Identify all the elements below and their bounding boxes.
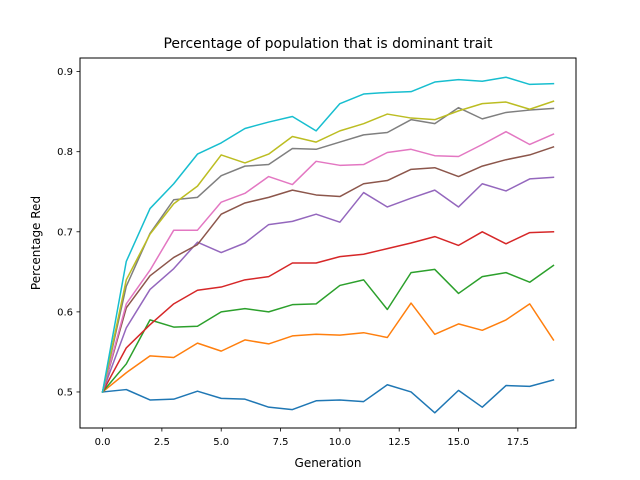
series-line-5 [101,176,555,393]
x-tick-label: 7.5 [273,437,289,448]
series-line-2 [101,302,555,394]
plot-frame [79,57,577,429]
series-line-1 [101,379,555,414]
x-tick-label: 12.5 [388,437,410,448]
y-axis: 0.5 0.6 0.7 0.8 0.9 [57,67,80,398]
y-tick-label: 0.9 [57,67,73,78]
x-tick-label: 2.5 [154,437,170,448]
series-line-6 [101,145,555,393]
y-tick-label: 0.5 [57,387,73,398]
series-line-9 [101,100,555,393]
y-tick-label: 0.8 [57,147,73,158]
x-tick-label: 5.0 [213,437,229,448]
y-axis-label: Percentage Red [29,196,43,290]
x-tick-label: 15.0 [447,437,469,448]
series-group [101,76,555,414]
x-tick-label: 0.0 [95,437,111,448]
chart-title: Percentage of population that is dominan… [163,36,493,52]
series-line-4 [101,231,555,393]
x-tick-label: 10.0 [329,437,351,448]
y-tick-label: 0.7 [57,227,73,238]
y-tick-label: 0.6 [57,307,73,318]
x-axis-label: Generation [295,456,362,470]
x-axis: 0.0 2.5 5.0 7.5 10.0 12.5 15.0 17.5 [95,428,529,448]
series-line-7 [101,130,555,393]
series-line-8 [101,106,555,393]
x-tick-label: 17.5 [507,437,529,448]
series-line-10 [101,76,555,393]
series-line-3 [101,264,555,394]
